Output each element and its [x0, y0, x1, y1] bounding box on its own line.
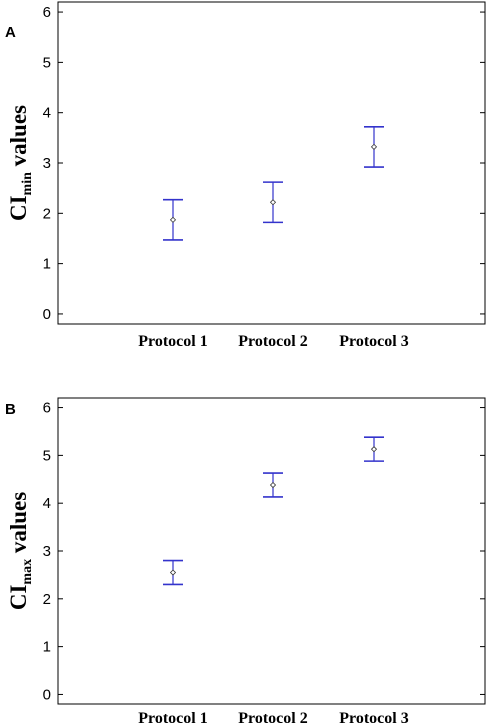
error-bar-b-2 — [263, 472, 283, 498]
y-tick-label-a: 5 — [43, 54, 51, 71]
y-axis-label-b: CImax values — [6, 492, 35, 610]
category-label-a: Protocol 3 — [339, 333, 408, 350]
panel-b: B CImax values 0 1 2 3 4 5 6 Protocol 1 Protocol… — [5, 397, 486, 727]
mean-marker — [269, 481, 277, 489]
plot-frame-a — [57, 1, 486, 325]
error-bar-a-3 — [364, 125, 384, 168]
y-tick-label-a: 4 — [43, 105, 51, 122]
category-label-b: Protocol 1 — [138, 710, 207, 727]
y-tick-label-b: 2 — [43, 591, 51, 608]
panel-letter-a: A — [5, 24, 16, 41]
plot-frame-b — [57, 397, 486, 705]
mean-marker — [370, 143, 378, 150]
y-axis-label-a: CImin values — [6, 105, 35, 221]
panel-a: A CImin values 0 1 2 3 4 5 6 Protocol 1 Protocol… — [5, 1, 486, 350]
y-tick-label-a: 6 — [43, 4, 51, 21]
error-bar-a-2 — [263, 181, 283, 224]
mean-marker — [370, 446, 378, 453]
y-tick-label-a: 1 — [43, 256, 51, 273]
error-bar-b-1 — [163, 559, 183, 586]
y-tick-label-a: 2 — [43, 205, 51, 222]
panel-letter-b: B — [5, 401, 16, 418]
category-label-a: Protocol 2 — [238, 333, 307, 350]
y-tick-label-b: 6 — [43, 400, 51, 417]
mean-marker — [169, 569, 177, 576]
y-tick-label-b: 4 — [43, 495, 51, 512]
y-tick-label-b: 3 — [43, 543, 51, 560]
error-bar-a-1 — [163, 198, 183, 241]
y-tick-label-b: 1 — [43, 639, 51, 656]
y-tick-label-b: 5 — [43, 447, 51, 464]
category-label-b: Protocol 3 — [339, 710, 408, 727]
mean-marker — [269, 199, 277, 206]
y-tick-label-a: 3 — [43, 155, 51, 172]
category-label-a: Protocol 1 — [138, 333, 207, 350]
category-label-b: Protocol 2 — [238, 710, 307, 727]
y-tick-label-b: 0 — [43, 686, 51, 703]
mean-marker — [169, 216, 177, 223]
error-bar-b-3 — [364, 436, 384, 462]
y-tick-label-a: 0 — [43, 306, 51, 323]
